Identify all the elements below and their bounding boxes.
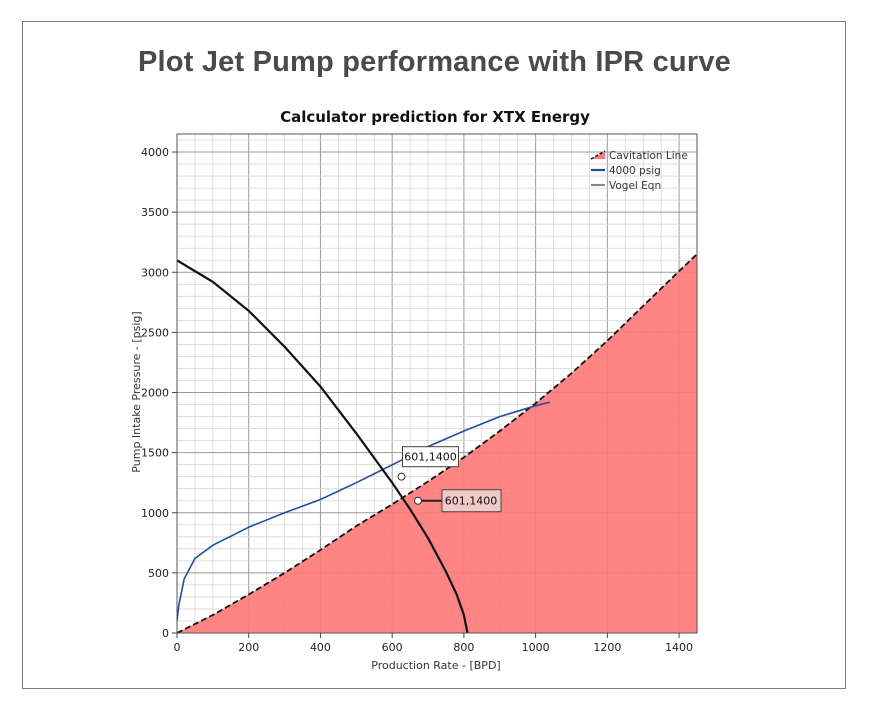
y-tick-label: 500 <box>148 567 169 580</box>
annotation-marker <box>397 472 406 481</box>
y-tick-label: 0 <box>162 627 169 640</box>
series-cavitation-line-area <box>177 254 697 633</box>
y-tick-label: 4000 <box>141 146 169 159</box>
annotation-label: 601,1400 <box>445 495 498 508</box>
y-tick-label: 3500 <box>141 206 169 219</box>
x-tick-label: 1000 <box>522 641 550 654</box>
plot-layer: 0 200 400 600 800 1000 1200 1400 0 500 1000 1500 200… <box>141 133 698 654</box>
x-axis-label: Production Rate - [BPD] <box>371 659 500 672</box>
legend-label: 4000 psig <box>609 165 661 177</box>
plot-border <box>176 133 698 634</box>
y-tick-label: 3000 <box>141 266 169 279</box>
legend: Cavitation Line 4000 psig Vogel Eqn <box>590 150 688 192</box>
y-axis-label: Pump Intake Pressure - [psig] <box>130 311 143 472</box>
x-tick-label: 800 <box>453 641 474 654</box>
x-tick-label: 200 <box>238 641 259 654</box>
y-tick-label: 1000 <box>141 507 169 520</box>
x-tick-label: 1400 <box>665 641 693 654</box>
annotation-box <box>401 446 459 468</box>
page-heading: Plot Jet Pump performance with IPR curve <box>138 46 731 78</box>
y-tick-label: 2000 <box>141 387 169 400</box>
x-tick-label: 400 <box>310 641 331 654</box>
chart-title: Calculator prediction for XTX Energy <box>280 108 590 126</box>
legend-label: Vogel Eqn <box>609 180 661 192</box>
series-4000-psig-line <box>177 401 551 622</box>
series-cavitation-line-edge <box>177 253 697 633</box>
legend-label: Cavitation Line <box>609 150 688 162</box>
annotation-box <box>441 489 502 513</box>
x-tick-label: 0 <box>174 641 181 654</box>
x-tick-label: 600 <box>382 641 403 654</box>
series-vogel-eqn-line <box>177 259 469 633</box>
y-tick-label: 2500 <box>141 326 169 339</box>
annotation-marker <box>413 496 422 505</box>
annotation-label: 601,1400 <box>404 451 457 464</box>
x-tick-label: 1200 <box>593 641 621 654</box>
legend-swatch-edge <box>590 150 606 160</box>
y-tick-label: 1500 <box>141 447 169 460</box>
